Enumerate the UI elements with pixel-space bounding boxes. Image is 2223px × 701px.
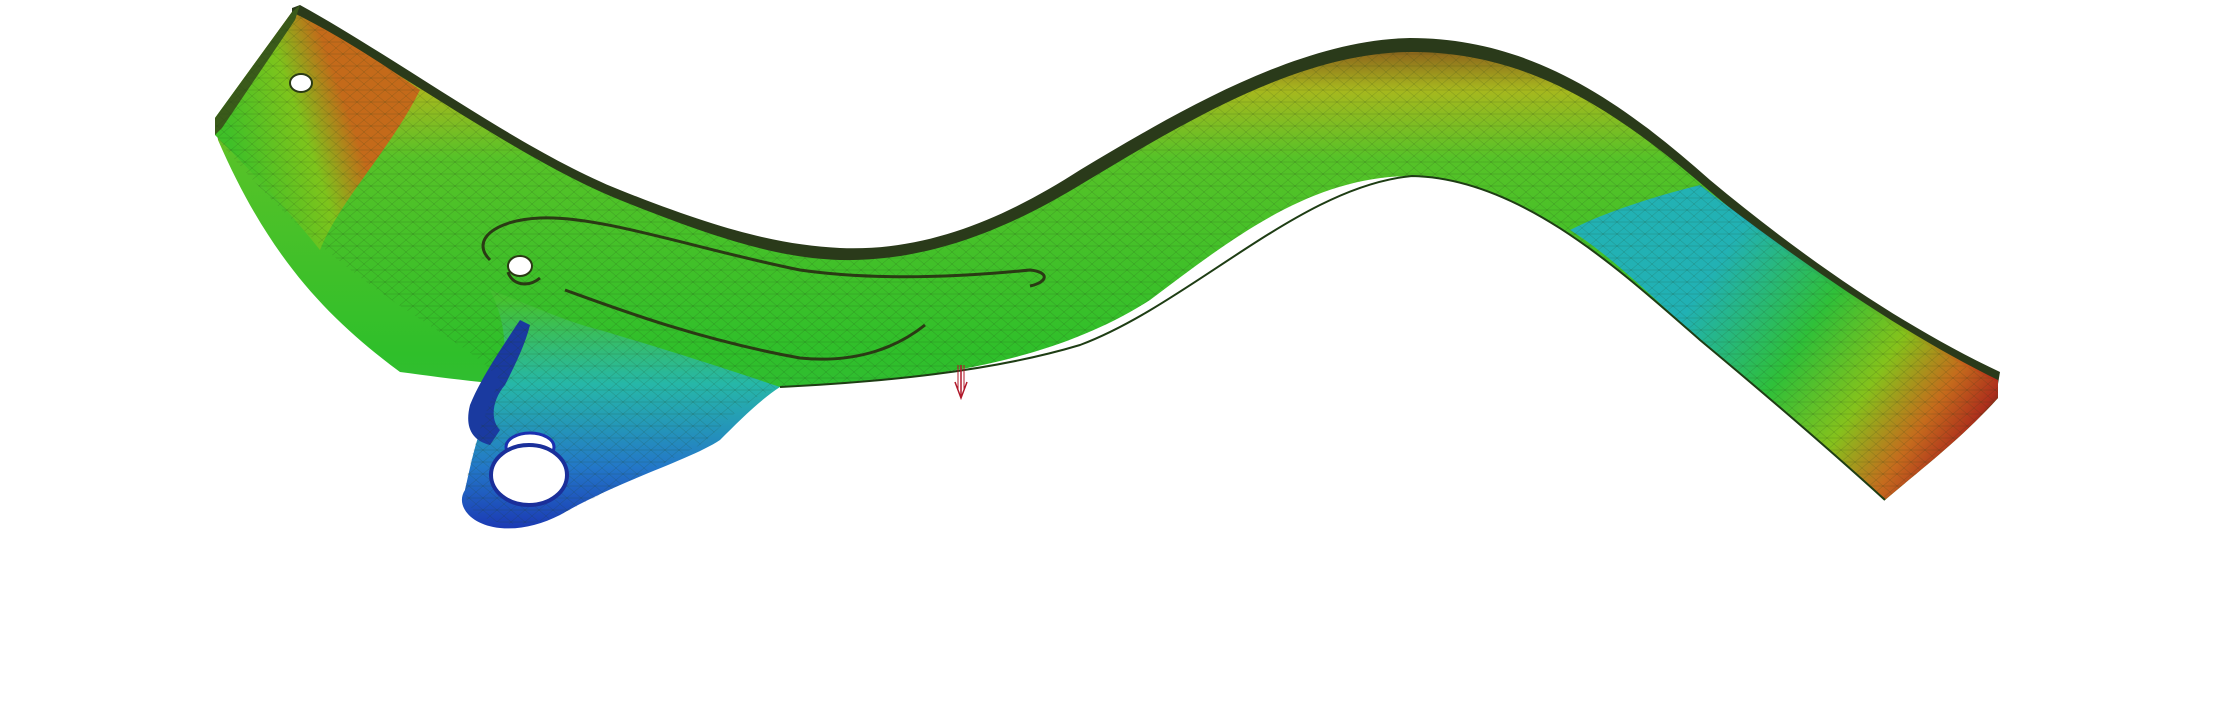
lug-hole-front <box>489 443 569 507</box>
rib-hole <box>507 255 533 277</box>
beam-lower-edge <box>779 174 1886 501</box>
stiffener-rib-inner <box>564 288 926 361</box>
stiffener-rib-outer <box>481 216 1046 288</box>
arrow-down-icon <box>954 365 968 401</box>
left-tip-hole <box>289 73 313 93</box>
rib-hole-lip <box>506 271 541 286</box>
mesh-overlay <box>215 12 1998 524</box>
